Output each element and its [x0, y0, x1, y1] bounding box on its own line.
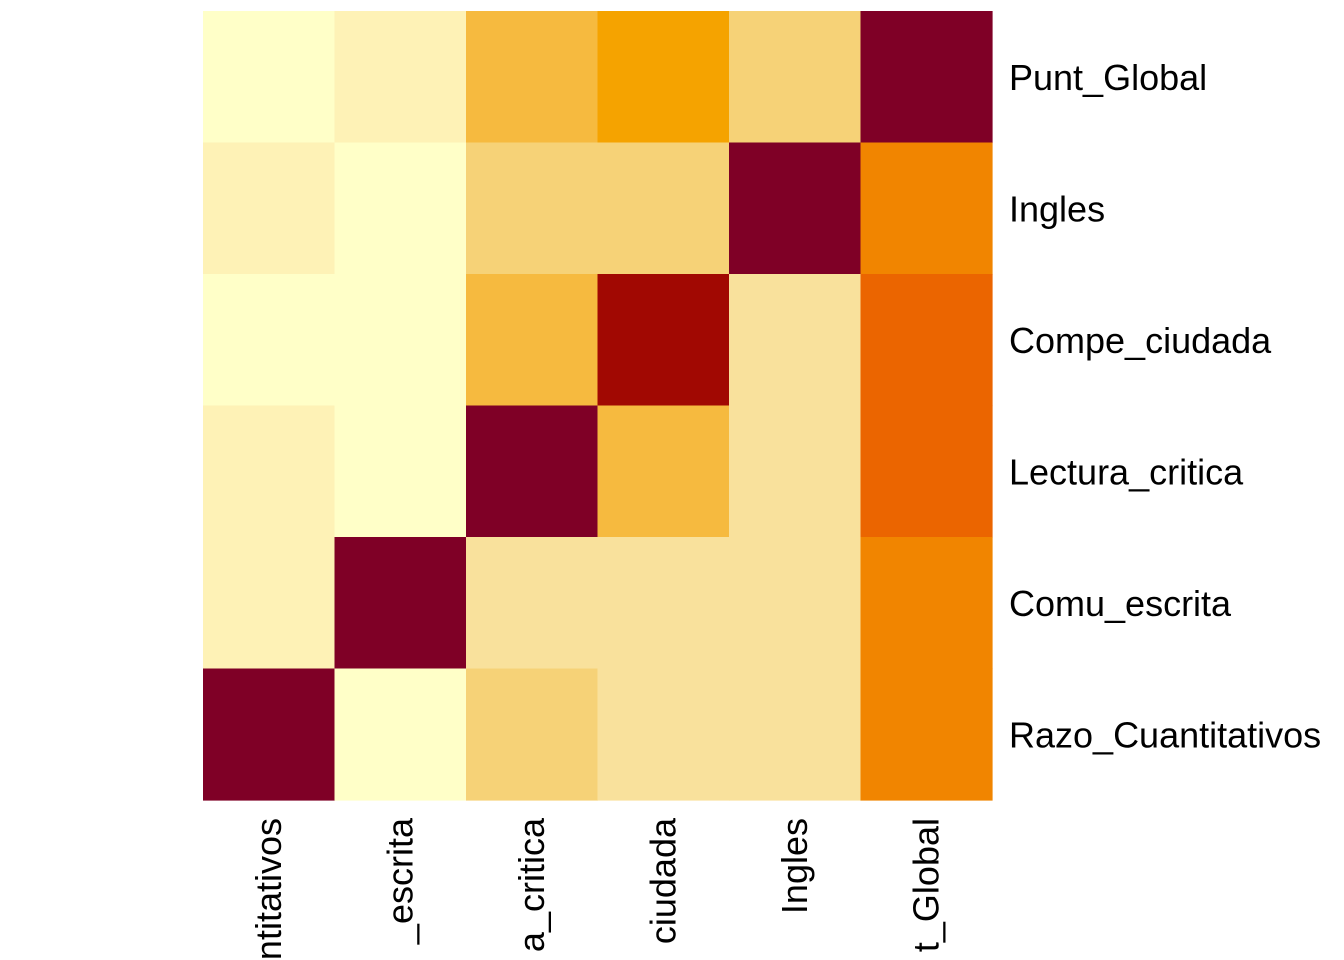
heatmap-cell	[334, 668, 467, 801]
heatmap-cell	[466, 668, 599, 801]
row-tick-label: Compe_ciudada	[1009, 320, 1272, 361]
heatmap-cell	[203, 11, 336, 144]
row-tick-label: Razo_Cuantitativos	[1009, 714, 1321, 755]
heatmap-cell	[729, 274, 862, 407]
row-tick-label: Punt_Global	[1009, 57, 1207, 98]
heatmap-cell	[203, 405, 336, 538]
heatmap-cell	[729, 537, 862, 670]
column-tick-label: ntitativos	[248, 818, 289, 960]
heatmap-cell	[860, 274, 993, 407]
column-labels: ntitativos _escrita a_critica ciudada Ingles…	[248, 817, 947, 960]
heatmap-cell	[466, 405, 599, 538]
heatmap-cell	[334, 142, 467, 275]
heatmap-cell	[729, 405, 862, 538]
heatmap-cell	[597, 537, 730, 670]
column-tick-label: ciudada	[642, 817, 683, 944]
row-tick-label: Comu_escrita	[1009, 583, 1232, 624]
heatmap-cell	[466, 11, 599, 144]
heatmap-cell	[860, 142, 993, 275]
row-tick-label: Ingles	[1009, 188, 1105, 229]
heatmap-cell	[597, 405, 730, 538]
heatmap-cell	[334, 274, 467, 407]
heatmap-cell	[203, 668, 336, 801]
heatmap-cell	[203, 142, 336, 275]
heatmap-cell	[597, 668, 730, 801]
heatmap-cell	[729, 668, 862, 801]
heatmap-cell	[334, 537, 467, 670]
column-tick-label: a_critica	[511, 817, 552, 952]
heatmap-cell	[466, 274, 599, 407]
heatmap-cell	[729, 11, 862, 144]
heatmap-cell	[729, 142, 862, 275]
heatmap-cell	[597, 274, 730, 407]
column-tick-label: t_Global	[905, 818, 946, 952]
heatmap-cell	[334, 11, 467, 144]
heatmap-cell	[466, 537, 599, 670]
heatmap-cell	[466, 142, 599, 275]
heatmap-cell	[597, 11, 730, 144]
row-labels: Punt_Global Ingles Compe_ciudada Lectura_cr…	[1009, 57, 1321, 756]
column-tick-label: _escrita	[379, 817, 420, 945]
heatmap-cell	[860, 11, 993, 144]
column-tick-label: Ingles	[774, 818, 815, 914]
heatmap-cell	[203, 274, 336, 407]
row-tick-label: Lectura_critica	[1009, 451, 1244, 492]
heatmap-cell	[860, 668, 993, 801]
heatmap-cell	[334, 405, 467, 538]
heatmap-cell	[860, 405, 993, 538]
heatmap-cells	[203, 11, 993, 801]
heatmap-cell	[860, 537, 993, 670]
heatmap-cell	[203, 537, 336, 670]
heatmap-cell	[597, 142, 730, 275]
